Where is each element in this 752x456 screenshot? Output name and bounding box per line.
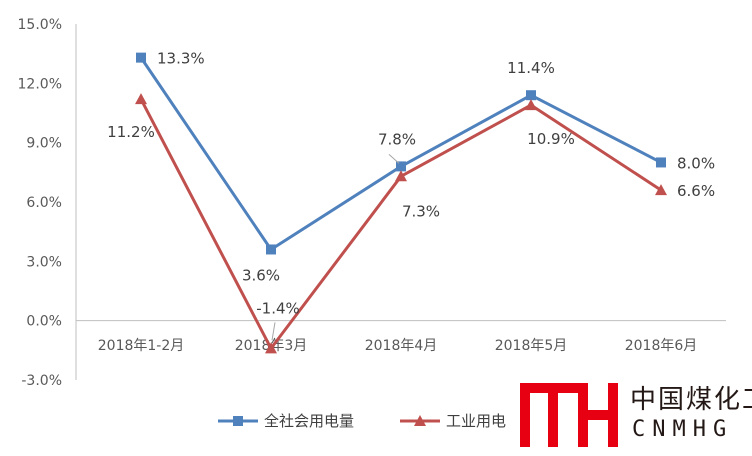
data-label: 11.4% <box>507 59 555 77</box>
legend-swatch-marker <box>414 415 426 426</box>
data-point-marker <box>655 184 667 196</box>
data-label: 7.8% <box>378 130 416 148</box>
legend-swatch-marker <box>233 416 243 426</box>
data-label: 11.2% <box>107 123 155 141</box>
data-point-marker <box>265 342 277 354</box>
data-label: 13.3% <box>157 50 205 68</box>
data-label-leader <box>388 154 400 164</box>
data-label: 8.0% <box>677 154 715 172</box>
data-label: 6.6% <box>677 182 715 200</box>
y-tick-label: 3.0% <box>26 254 62 270</box>
watermark: 中国煤化工 CNMHG <box>518 377 752 452</box>
y-tick-label: 15.0% <box>18 17 62 33</box>
x-tick-label: 2018年5月 <box>495 338 568 354</box>
data-point-marker <box>526 90 536 101</box>
watermark-logo-icon <box>520 383 618 447</box>
data-point-marker <box>656 157 666 168</box>
x-tick-label: 2018年4月 <box>365 338 438 354</box>
data-point-marker <box>525 99 537 111</box>
x-tick-label: 2018年6月 <box>625 338 698 354</box>
data-label: 10.9% <box>527 130 575 148</box>
watermark-en-text: CNMHG <box>632 417 734 442</box>
y-tick-label: -3.0% <box>21 373 62 389</box>
y-tick-label: 9.0% <box>26 136 62 152</box>
data-point-marker <box>135 93 147 105</box>
data-label: 7.3% <box>402 202 440 220</box>
watermark-cn-text: 中国煤化工 <box>630 385 752 415</box>
data-point-marker <box>136 52 146 63</box>
data-label: -1.4% <box>256 299 300 317</box>
data-point-marker <box>395 170 407 182</box>
data-point-marker <box>266 244 276 255</box>
series-line-1 <box>139 56 662 251</box>
data-point-marker <box>396 161 406 172</box>
data-label: 3.6% <box>242 266 280 284</box>
legend-entry-label: 工业用电 <box>446 412 506 430</box>
data-label-leader <box>271 322 276 341</box>
legend-entry-label: 全社会用电量 <box>264 412 354 430</box>
y-tick-label: 6.0% <box>26 195 62 211</box>
y-tick-label: 0.0% <box>26 314 62 330</box>
x-tick-label: 2018年1-2月 <box>98 338 185 354</box>
y-tick-label: 12.0% <box>18 76 62 92</box>
